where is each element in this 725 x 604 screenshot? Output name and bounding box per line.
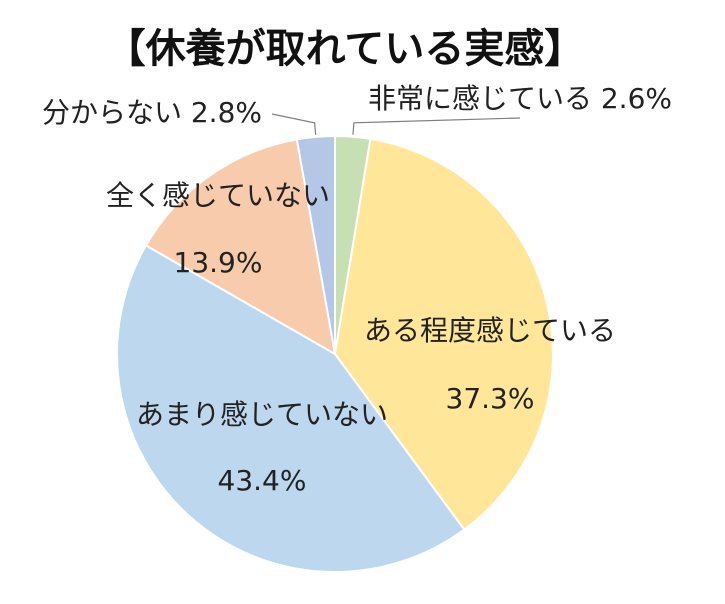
slice-category-label-3: あまり感じていない bbox=[136, 398, 388, 431]
pie-slices bbox=[116, 134, 554, 573]
slice-category-label-2: ある程度感じている bbox=[364, 314, 616, 347]
pie-slice-4 bbox=[144, 138, 337, 356]
slice-label-5: 分からない 2.8% bbox=[42, 96, 262, 129]
leader-lines bbox=[271, 113, 521, 135]
pie-slice-5 bbox=[295, 134, 336, 355]
slice-category-label-4: 全く感じていない bbox=[106, 179, 330, 212]
pie-slice-2 bbox=[333, 137, 554, 531]
leader-line-1 bbox=[352, 117, 521, 135]
pie-slice-3 bbox=[116, 244, 466, 573]
slice-label-1: 非常に感じている 2.6% bbox=[368, 82, 672, 115]
leader-line-5 bbox=[271, 113, 317, 135]
slice-value-label-2: 37.3% bbox=[446, 382, 535, 415]
slice-value-label-3: 43.4% bbox=[218, 464, 307, 497]
slice-value-label-4: 13.9% bbox=[174, 246, 263, 279]
slice-labels: 非常に感じている 2.6% ある程度感じている 37.3% あまり感じていない 43.4… bbox=[42, 82, 672, 497]
chart-title: 【休養が取れている実感】 bbox=[106, 26, 585, 72]
